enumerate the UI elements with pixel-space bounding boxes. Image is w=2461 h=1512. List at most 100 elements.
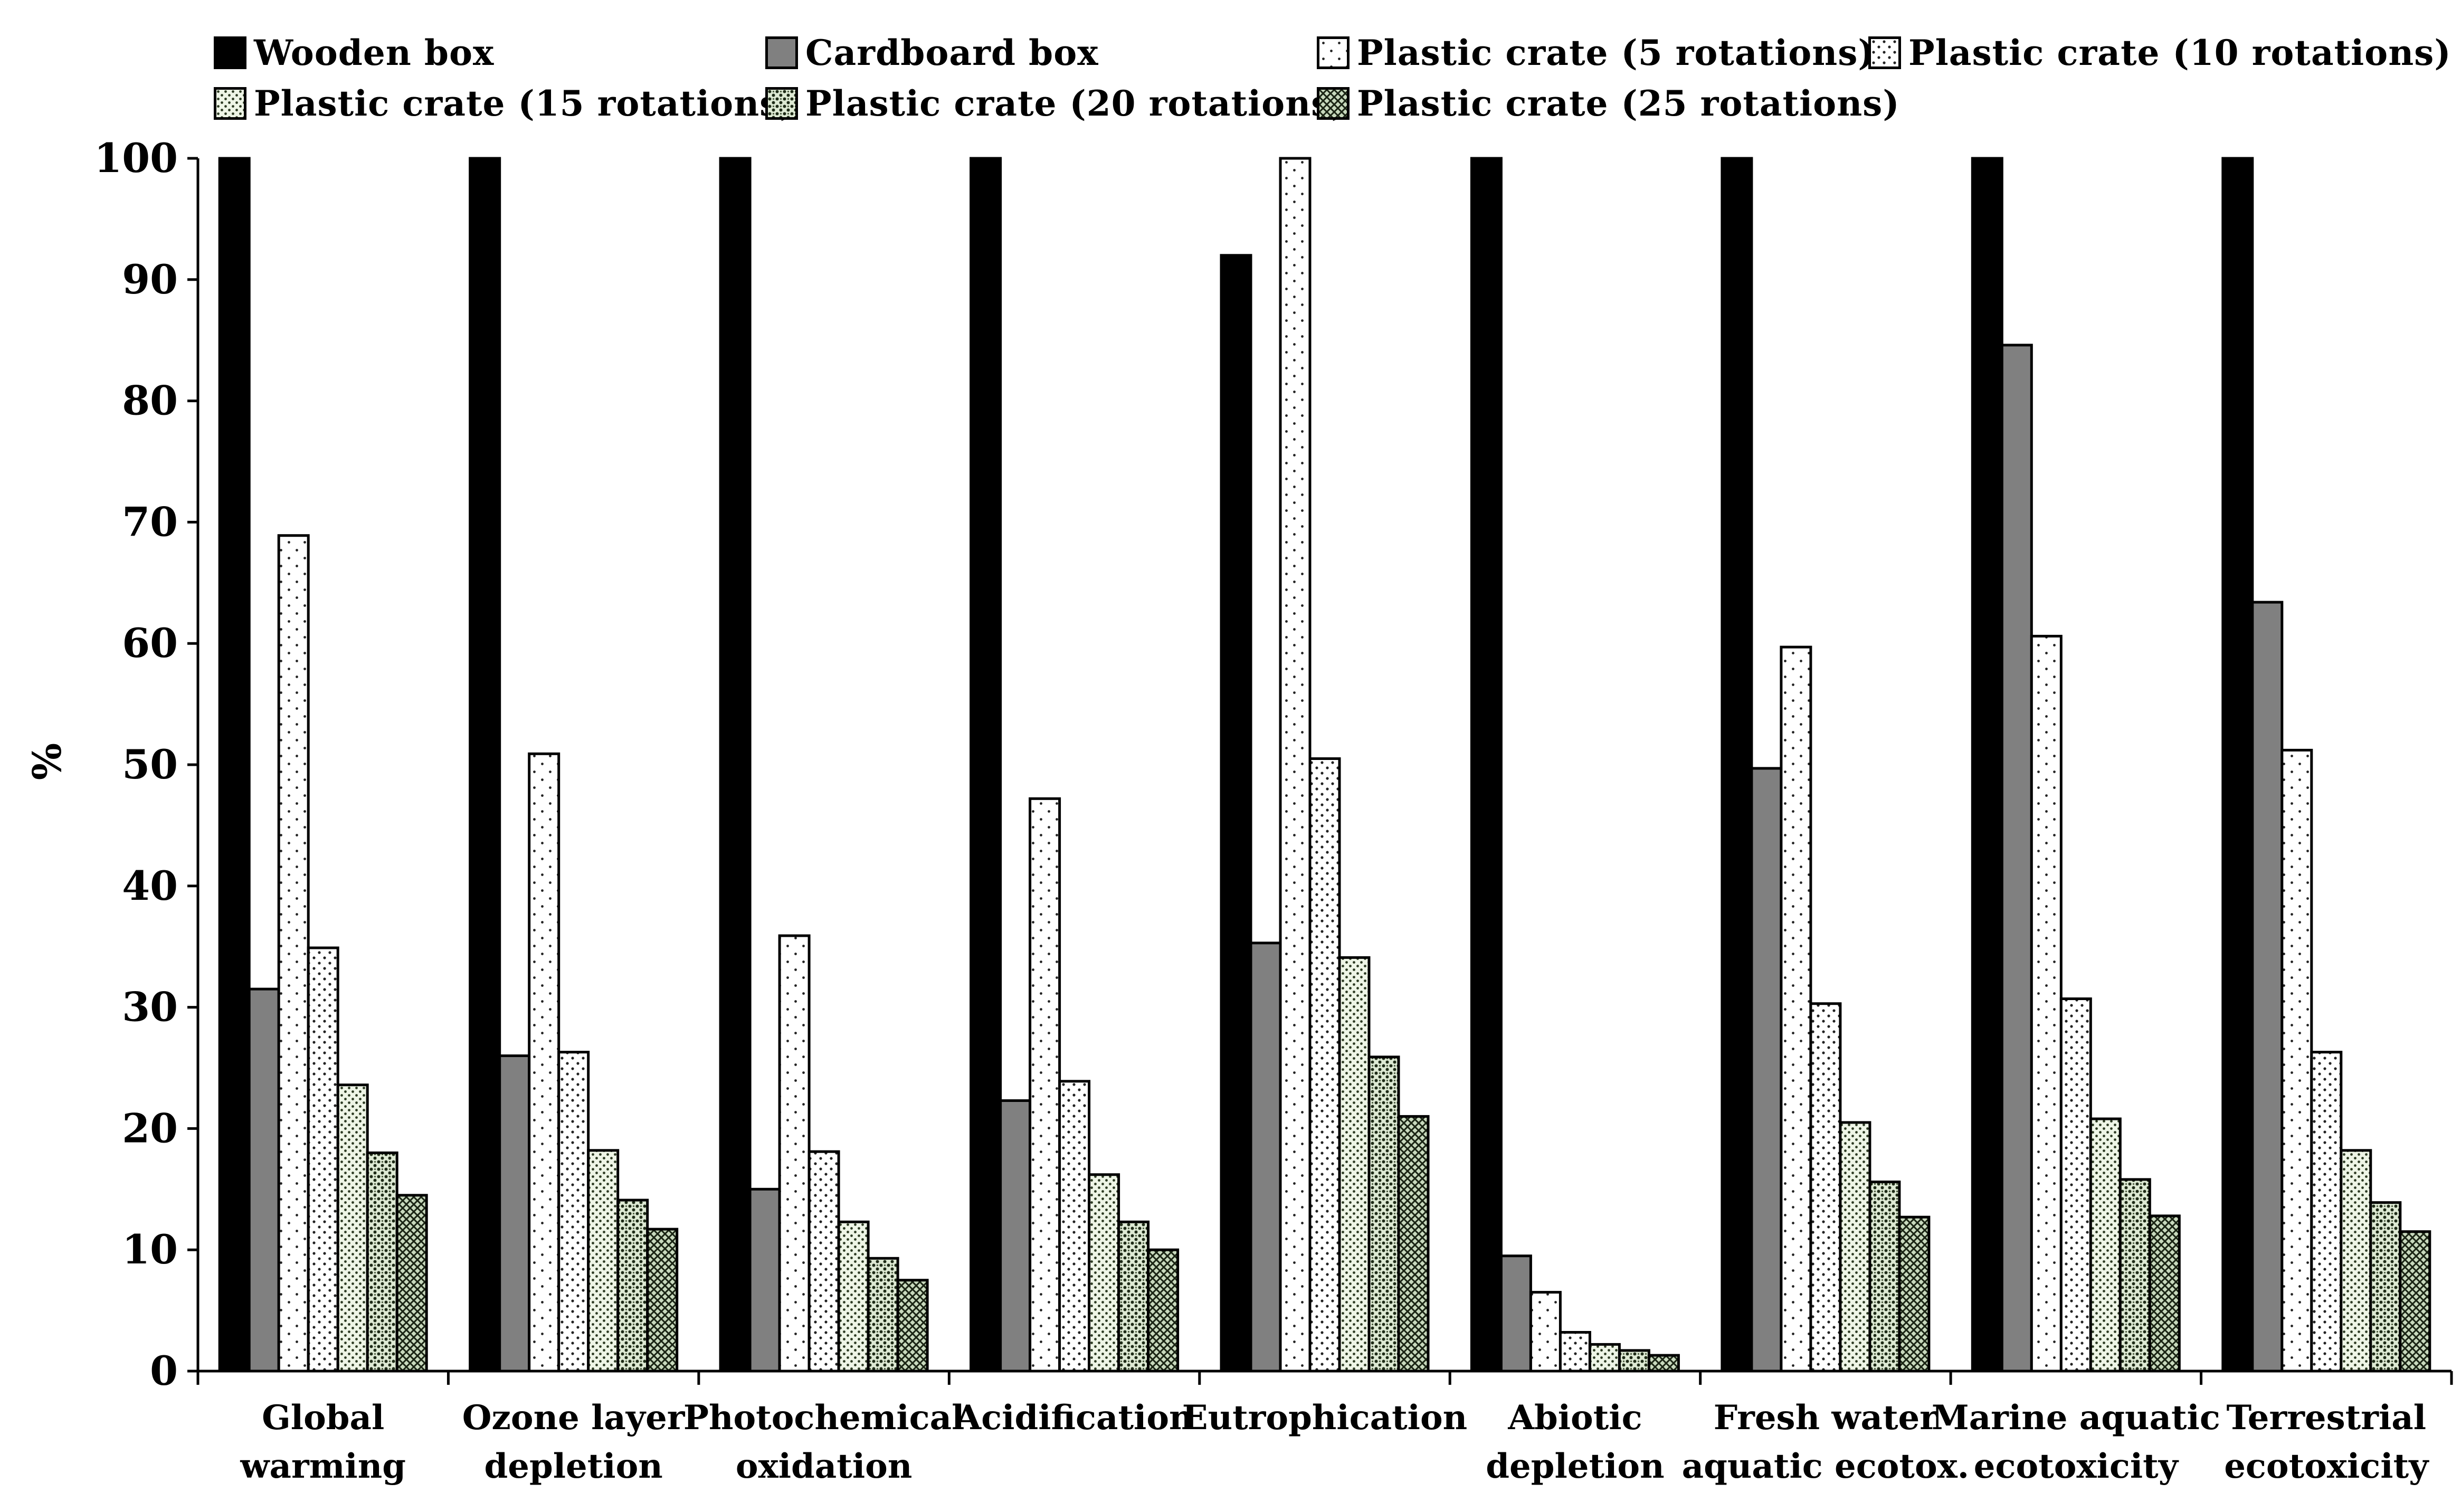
- bar-cardboard-box-7: [2000, 344, 2033, 1373]
- bar-wooden-box-1: [469, 157, 501, 1373]
- legend-item-plastic-crate-25: Plastic crate (25 rotations): [1317, 83, 1899, 124]
- bar-plastic-crate-5-rotations-8: [2281, 748, 2313, 1373]
- bar-plastic-crate-10-rotations-7: [2059, 997, 2092, 1373]
- legend: Wooden box Cardboard box Plastic crate (…: [214, 27, 2451, 129]
- legend-row-1: Wooden box Cardboard box Plastic crate (…: [214, 27, 2451, 78]
- x-tick-label-1-0: Ozone layer: [462, 1398, 686, 1438]
- bar-plastic-crate-10-rotations-2: [807, 1150, 840, 1373]
- bar-plastic-crate-25-rotations-4: [1397, 1115, 1430, 1373]
- bar-plastic-crate-15-rotations-4: [1338, 956, 1371, 1373]
- bar-plastic-crate-15-rotations-1: [587, 1149, 620, 1373]
- x-tick-label-5-1: depletion: [1486, 1447, 1664, 1486]
- bar-plastic-crate-20-rotations-6: [1868, 1181, 1901, 1373]
- x-tick-label-2-1: oxidation: [736, 1447, 912, 1486]
- bar-plastic-crate-25-rotations-8: [2399, 1230, 2431, 1373]
- bar-cardboard-box-6: [1750, 767, 1783, 1373]
- legend-label-plastic-crate-20: Plastic crate (20 rotations): [805, 83, 1348, 124]
- legend-swatch-fill: [1871, 39, 1898, 66]
- bar-cardboard-box-1: [498, 1054, 531, 1373]
- y-tick-label-30: 30: [122, 984, 178, 1031]
- legend-label-plastic-crate-5: Plastic crate (5 rotations): [1357, 32, 1875, 73]
- x-tick-label-7-1: ecotoxicity: [1974, 1447, 2179, 1486]
- bar-plastic-crate-10-rotations-6: [1809, 1002, 1842, 1373]
- legend-swatch-plastic-crate-25: [1317, 87, 1350, 120]
- x-tick-label-6-0: Fresh water: [1714, 1398, 1938, 1438]
- x-tick-label-2-0: Photochemical: [683, 1398, 965, 1438]
- legend-swatch-wooden-box: [214, 36, 246, 69]
- bar-plastic-crate-20-rotations-0: [366, 1151, 398, 1373]
- bar-wooden-box-7: [1971, 157, 2003, 1373]
- bar-plastic-crate-20-rotations-4: [1367, 1055, 1400, 1373]
- bar-plastic-crate-15-rotations-2: [837, 1220, 870, 1373]
- bar-plastic-crate-25-rotations-5: [1647, 1354, 1680, 1373]
- legend-swatch-plastic-crate-5: [1317, 36, 1350, 69]
- bar-plastic-crate-5-rotations-0: [277, 534, 310, 1373]
- bar-plastic-crate-15-rotations-5: [1588, 1343, 1621, 1373]
- legend-item-wooden-box: Wooden box: [214, 32, 765, 73]
- bar-plastic-crate-25-rotations-6: [1898, 1215, 1931, 1373]
- legend-swatch-fill: [1319, 39, 1347, 66]
- bar-plastic-crate-10-rotations-3: [1058, 1080, 1091, 1373]
- bar-wooden-box-8: [2221, 157, 2254, 1373]
- legend-swatch-fill: [216, 90, 244, 117]
- bar-plastic-crate-5-rotations-1: [528, 752, 560, 1373]
- bar-plastic-crate-20-rotations-8: [2369, 1201, 2402, 1373]
- y-tick-label-0: 0: [150, 1347, 178, 1394]
- y-tick-label-70: 70: [122, 498, 178, 545]
- x-tick-label-0-1: warming: [240, 1447, 406, 1486]
- bar-plastic-crate-10-rotations-0: [307, 946, 339, 1373]
- legend-swatch-fill: [768, 90, 795, 117]
- bar-plastic-crate-15-rotations-0: [336, 1083, 369, 1373]
- bar-cardboard-box-8: [2251, 601, 2284, 1373]
- bar-wooden-box-4: [1220, 254, 1252, 1373]
- bar-plastic-crate-15-rotations-3: [1088, 1173, 1120, 1373]
- legend-label-wooden-box: Wooden box: [254, 32, 495, 73]
- bar-plastic-crate-5-rotations-5: [1529, 1291, 1562, 1373]
- legend-item-plastic-crate-10: Plastic crate (10 rotations): [1868, 32, 2451, 73]
- bar-plastic-crate-5-rotations-7: [2030, 634, 2063, 1373]
- bar-plastic-crate-20-rotations-7: [2118, 1178, 2151, 1373]
- y-tick-label-90: 90: [122, 256, 178, 303]
- bar-plastic-crate-10-rotations-8: [2310, 1051, 2343, 1373]
- x-tick-label-7-0: Marine aquatic: [1932, 1398, 2220, 1438]
- bar-plastic-crate-20-rotations-3: [1117, 1220, 1150, 1373]
- x-tick-label-6-1: aquatic ecotox.: [1682, 1447, 1969, 1486]
- legend-label-plastic-crate-25: Plastic crate (25 rotations): [1357, 83, 1900, 124]
- legend-swatch-fill: [1319, 90, 1347, 117]
- legend-swatch-plastic-crate-20: [765, 87, 798, 120]
- legend-label-cardboard-box: Cardboard box: [805, 32, 1099, 73]
- x-tick-label-5-0: Abiotic: [1507, 1398, 1642, 1438]
- bar-cardboard-box-2: [748, 1187, 781, 1373]
- bar-plastic-crate-5-rotations-3: [1029, 797, 1061, 1373]
- y-tick-label-60: 60: [122, 620, 178, 667]
- bar-plastic-crate-5-rotations-6: [1780, 645, 1812, 1373]
- bar-plastic-crate-25-rotations-1: [646, 1228, 679, 1373]
- bar-plastic-crate-25-rotations-3: [1147, 1248, 1180, 1373]
- bar-cardboard-box-5: [1499, 1254, 1532, 1373]
- y-tick-label-80: 80: [122, 377, 178, 424]
- bar-cardboard-box-0: [248, 987, 280, 1373]
- x-tick-label-8-1: ecotoxicity: [2224, 1447, 2429, 1486]
- bar-plastic-crate-10-rotations-1: [557, 1051, 590, 1373]
- bar-wooden-box-5: [1470, 157, 1503, 1373]
- bar-plastic-crate-20-rotations-5: [1618, 1349, 1650, 1373]
- legend-item-plastic-crate-5: Plastic crate (5 rotations): [1317, 32, 1875, 73]
- bar-plastic-crate-5-rotations-4: [1279, 157, 1312, 1373]
- x-tick-label-3-0: Acidification: [955, 1398, 1194, 1438]
- x-tick-label-0-0: Global: [262, 1398, 384, 1438]
- bar-plastic-crate-20-rotations-2: [867, 1257, 899, 1373]
- x-tick-label-1-1: depletion: [484, 1447, 662, 1486]
- bar-cardboard-box-4: [1249, 942, 1282, 1373]
- bar-plastic-crate-15-rotations-7: [2089, 1117, 2122, 1373]
- bar-plastic-crate-25-rotations-0: [395, 1194, 428, 1373]
- bar-wooden-box-6: [1721, 157, 1753, 1373]
- bar-wooden-box-2: [719, 157, 752, 1373]
- bar-plastic-crate-15-rotations-8: [2340, 1149, 2372, 1373]
- legend-item-cardboard-box: Cardboard box: [765, 32, 1317, 73]
- y-tick-label-50: 50: [122, 741, 178, 788]
- bar-plastic-crate-5-rotations-2: [778, 934, 811, 1373]
- legend-swatch-plastic-crate-15: [214, 87, 246, 120]
- bar-plastic-crate-10-rotations-4: [1308, 757, 1341, 1373]
- y-tick-label-40: 40: [122, 862, 178, 909]
